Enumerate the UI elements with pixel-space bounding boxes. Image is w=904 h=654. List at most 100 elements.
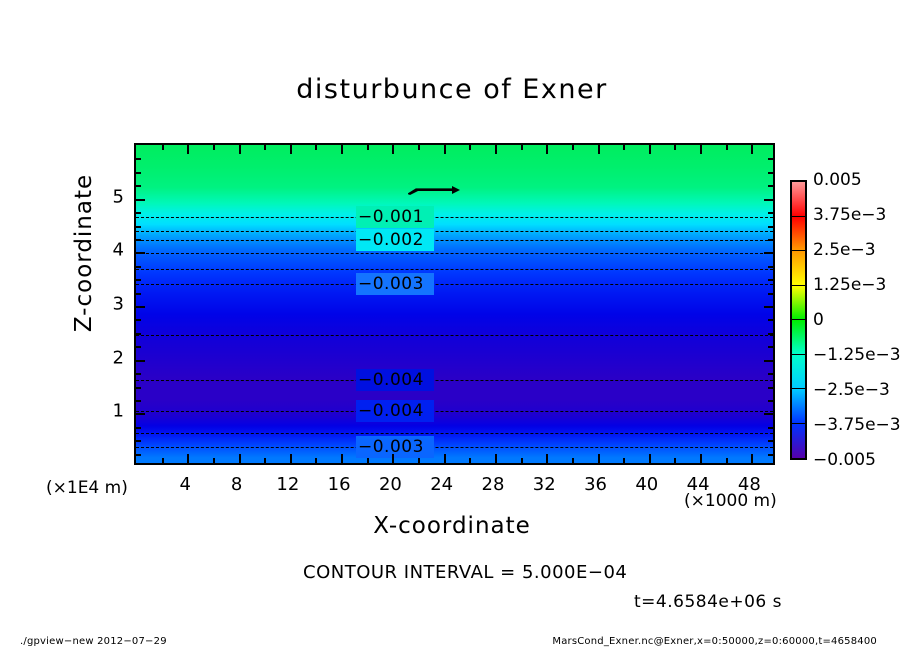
y-axis-title: Z-coordinate	[71, 173, 97, 333]
x-axis-tick	[264, 458, 267, 463]
y-axis-tick-label: 5	[112, 186, 124, 208]
x-axis-tick	[571, 145, 574, 150]
y-axis-tick	[136, 386, 141, 389]
y-axis-tick-label: 2	[112, 347, 124, 369]
x-axis-tick	[623, 145, 626, 150]
page-title: disturbunce of Exner	[296, 74, 608, 105]
contour-label-mask	[356, 229, 434, 251]
y-axis-tick	[768, 212, 773, 215]
x-axis-tick	[161, 458, 164, 463]
contour-line	[136, 217, 773, 218]
y-axis-tick	[136, 373, 141, 376]
y-axis-tick	[768, 346, 773, 349]
colorbar-band	[792, 251, 805, 286]
x-axis-tick	[366, 145, 369, 150]
colorbar-band	[792, 216, 805, 251]
y-axis-tick	[768, 399, 773, 402]
contour-label: −0.003	[358, 274, 424, 294]
x-axis-tick	[418, 145, 421, 150]
x-axis-tick-label: 8	[230, 474, 243, 495]
x-axis-tick	[674, 145, 677, 150]
contour-label-mask	[356, 206, 434, 228]
y-axis-tick	[768, 440, 773, 443]
contour-interval-note: CONTOUR INTERVAL = 5.000E−04	[303, 562, 628, 583]
x-axis-tick	[648, 145, 651, 154]
x-axis-tick	[725, 145, 728, 150]
x-axis-tick	[212, 458, 215, 463]
y-axis-tick	[764, 359, 773, 362]
colorbar-tick-label: −3.75e−3	[813, 415, 901, 435]
y-axis-tick	[136, 252, 145, 255]
x-axis-tick	[520, 458, 523, 463]
y-axis-tick	[136, 265, 141, 268]
y-axis-tick	[768, 319, 773, 322]
y-axis-tick	[136, 332, 141, 335]
colorbar-tick-label: 2.5e−3	[813, 240, 876, 260]
x-axis-tick	[674, 458, 677, 463]
x-axis-tick	[187, 454, 190, 463]
contour-line	[136, 284, 773, 285]
y-axis-tick	[136, 238, 141, 241]
contour-label-mask	[356, 369, 434, 391]
x-axis-tick-label: 12	[276, 474, 300, 495]
x-axis-tick	[443, 145, 446, 154]
colorbar-tick-label: −1.25e−3	[813, 345, 901, 365]
contour-line	[136, 447, 773, 448]
y-axis-tick-label: 4	[112, 239, 124, 261]
colorbar-band	[792, 320, 805, 355]
contour-label-mask	[356, 273, 434, 295]
y-axis-tick	[136, 413, 145, 416]
colorbar-band	[792, 182, 805, 217]
y-axis-tick	[136, 346, 141, 349]
x-axis-tick	[443, 454, 446, 463]
x-axis-tick-label: 16	[327, 474, 351, 495]
colorbar-band	[792, 389, 805, 424]
x-axis-title: X-coordinate	[373, 513, 531, 539]
x-axis-tick	[597, 145, 600, 154]
y-axis-tick	[768, 292, 773, 295]
contour-line	[136, 253, 773, 254]
x-axis-tick-label: 36	[584, 474, 607, 495]
contour-label: −0.003	[358, 437, 424, 457]
colorbar-band	[792, 423, 805, 458]
y-axis-tick-label: 3	[112, 293, 124, 315]
y-axis-tick	[768, 453, 773, 456]
contour-label: −0.001	[358, 207, 424, 227]
x-axis-tick	[546, 454, 549, 463]
x-axis-tick	[392, 454, 395, 463]
x-axis-tick	[700, 454, 703, 463]
x-axis-tick	[289, 454, 292, 463]
y-axis-tick	[768, 386, 773, 389]
colorbar	[790, 180, 807, 460]
x-axis-tick	[725, 458, 728, 463]
y-axis-tick	[136, 359, 145, 362]
x-axis-tick	[315, 145, 318, 150]
colorbar-tick-label: 0.005	[813, 170, 862, 190]
x-axis-tick	[469, 458, 472, 463]
x-axis-tick	[341, 145, 344, 154]
x-axis-tick-label: 28	[481, 474, 505, 495]
y-axis-tick	[764, 198, 773, 201]
y-axis-tick	[764, 252, 773, 255]
colorbar-tick-label: 3.75e−3	[813, 205, 887, 225]
y-axis-tick	[136, 171, 141, 174]
y-axis-tick	[768, 171, 773, 174]
colorbar-tick-label: 0	[813, 310, 824, 330]
x-axis-tick	[623, 458, 626, 463]
x-axis-tick	[315, 458, 318, 463]
x-axis-tick-label: 20	[378, 474, 402, 495]
y-axis-tick	[136, 212, 141, 215]
contour-label: −0.004	[358, 370, 424, 390]
y-axis-tick	[136, 399, 141, 402]
x-axis-tick-label: 4	[179, 474, 191, 495]
contour-label-mask	[356, 436, 434, 458]
contour-line	[136, 240, 773, 241]
y-axis-tick	[136, 306, 145, 308]
x-axis-tick-label: 32	[532, 474, 556, 495]
x-axis-tick	[264, 145, 267, 150]
y-axis-tick	[136, 292, 141, 295]
contour-plot-area: −0.001 −0.002 −0.003 −0.004 −0.004 −0.00…	[134, 143, 775, 465]
x-axis-tick	[751, 145, 754, 154]
contour-line	[136, 231, 773, 232]
x-axis-tick	[648, 454, 651, 463]
